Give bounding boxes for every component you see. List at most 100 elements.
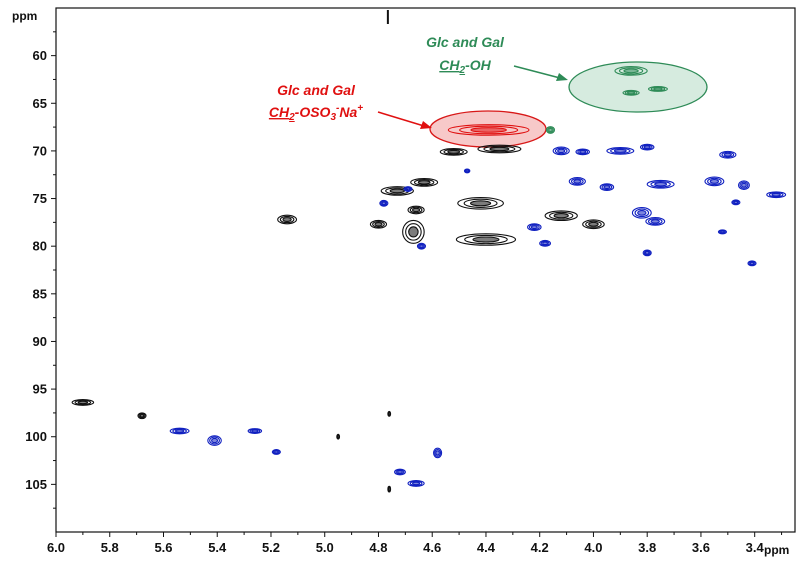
red-oso-sub: 3 (330, 112, 336, 123)
y-tick-label: 60 (33, 48, 47, 63)
black-peak (336, 433, 341, 440)
red-annotation: Glc and Gal CH2-OSO3-Na+ (269, 82, 432, 129)
red-arrow (377, 111, 425, 127)
x-tick-label: 4.6 (423, 540, 441, 555)
red-ch-sub: 2 (288, 112, 295, 123)
x-tick-label: 3.4 (746, 540, 765, 555)
y-tick-label: 85 (33, 286, 47, 301)
blue-peak (639, 143, 655, 151)
x-tick-label: 4.4 (477, 540, 496, 555)
green-ch-sub: 2 (459, 65, 466, 76)
blue-peak (539, 239, 552, 247)
black-peak (410, 177, 439, 187)
x-tick-label: 3.8 (638, 540, 656, 555)
black-peak (369, 219, 388, 229)
blue-peak (631, 207, 652, 219)
black-peak (277, 214, 298, 225)
black-peak (71, 399, 95, 406)
x-tick-label: 4.0 (584, 540, 602, 555)
blue-peak (766, 191, 787, 199)
red-annotation-line2: CH2-OSO3-Na+ (269, 103, 363, 123)
blue-peak (645, 217, 666, 226)
green-ch: CH (439, 57, 460, 73)
blue-peak (433, 447, 443, 459)
blue-peak (247, 428, 263, 434)
black-peak (387, 410, 392, 417)
black-peak (387, 485, 392, 493)
black-peak (137, 412, 147, 420)
green-rest: -OH (465, 57, 492, 73)
blue-peak (407, 480, 425, 487)
x-tick-label: 5.8 (101, 540, 119, 555)
green-peak (614, 66, 648, 76)
green-peak (622, 89, 640, 96)
blue-peak (717, 229, 728, 235)
blue-peak (403, 186, 413, 192)
blue-peak (747, 260, 757, 267)
black-peak (457, 197, 504, 210)
y-tick-label: 75 (33, 191, 47, 206)
y-tick-label: 70 (33, 143, 47, 158)
blue-peak (704, 176, 725, 187)
blue-peak (738, 180, 750, 191)
y-tick-label: 100 (25, 429, 47, 444)
y-tick-label: 90 (33, 334, 47, 349)
blue-peak (207, 435, 222, 446)
red-arrowhead (420, 121, 432, 129)
black-peak (477, 144, 522, 154)
blue-peak (271, 449, 281, 455)
blue-peak (719, 150, 737, 159)
blue-peak (599, 183, 615, 191)
black-peak (407, 205, 425, 215)
red-oso: -OSO (295, 104, 331, 120)
x-axis-unit: ppm (764, 543, 789, 557)
green-peak (647, 86, 668, 92)
black-peak (455, 233, 517, 246)
blue-peak (575, 148, 590, 156)
green-annotation-line1: Glc and Gal (426, 34, 505, 50)
green-highlight-ellipse (568, 61, 708, 113)
y-tick-label: 105 (25, 477, 47, 492)
black-peak (402, 219, 425, 244)
red-plus-sup: + (357, 103, 363, 114)
x-tick-label: 5.2 (262, 540, 280, 555)
blue-peak (527, 223, 542, 232)
x-tick-label: 4.2 (531, 540, 549, 555)
red-peak (447, 124, 530, 136)
x-tick-label: 5.6 (154, 540, 172, 555)
y-axis-unit: ppm (12, 9, 37, 23)
blue-peak (642, 249, 652, 257)
green-annotation: Glc and Gal CH2-OH (426, 34, 568, 81)
black-peak (439, 147, 468, 156)
y-tick-label: 95 (33, 382, 47, 397)
black-peak (582, 219, 605, 230)
x-tick-label: 4.8 (369, 540, 387, 555)
red-ch: CH (269, 104, 290, 120)
red-na: Na (339, 104, 357, 120)
x-tick-label: 5.4 (208, 540, 227, 555)
x-tick-label: 3.6 (692, 540, 710, 555)
blue-peak (731, 199, 741, 206)
green-peak (545, 126, 556, 134)
green-arrow (513, 65, 561, 79)
green-arrowhead (556, 73, 568, 81)
red-minus-sup: - (336, 103, 340, 114)
green-annotation-line2: CH2-OH (439, 57, 491, 76)
x-tick-label: 6.0 (47, 540, 65, 555)
blue-peak (169, 427, 190, 435)
red-annotation-line1: Glc and Gal (277, 82, 356, 98)
blue-peak (568, 177, 586, 186)
y-tick-label: 80 (33, 239, 47, 254)
black-peak (544, 210, 578, 222)
blue-peak (416, 242, 427, 250)
blue-peak (552, 146, 570, 156)
x-tick-label: 5.0 (316, 540, 334, 555)
y-tick-label: 65 (33, 96, 47, 111)
blue-peak (379, 199, 389, 207)
blue-peak (606, 147, 635, 155)
blue-peak (646, 179, 675, 189)
blue-peak (394, 468, 406, 476)
blue-peak (463, 168, 471, 174)
